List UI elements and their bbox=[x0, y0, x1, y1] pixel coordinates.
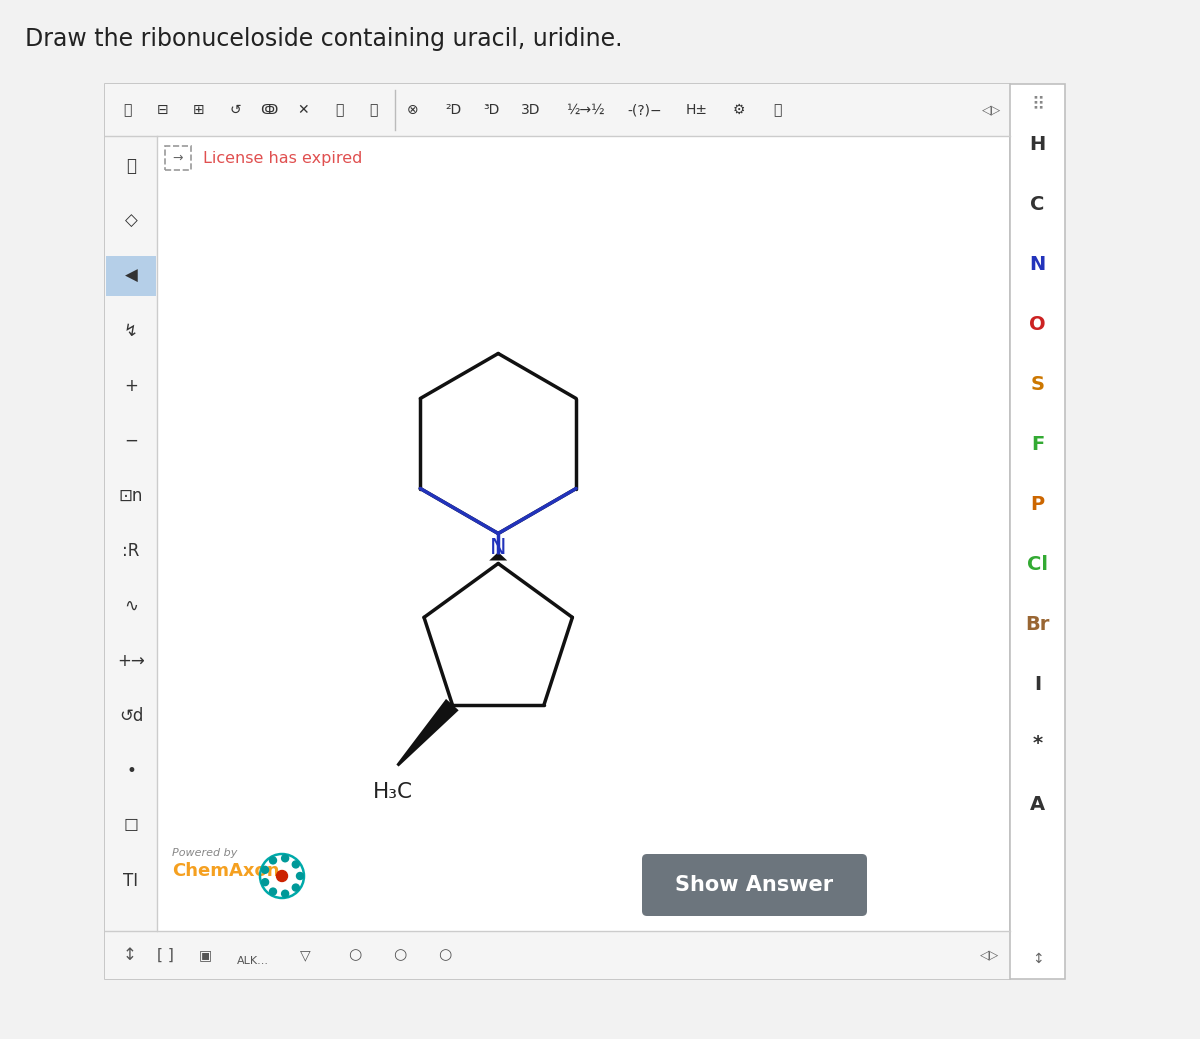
FancyBboxPatch shape bbox=[106, 931, 1010, 979]
Circle shape bbox=[262, 879, 269, 885]
Text: ⊞: ⊞ bbox=[193, 103, 205, 117]
Circle shape bbox=[282, 855, 289, 861]
Text: H: H bbox=[1030, 134, 1045, 154]
FancyBboxPatch shape bbox=[106, 84, 1010, 979]
Text: License has expired: License has expired bbox=[203, 151, 362, 165]
Text: :R: :R bbox=[122, 542, 139, 560]
Text: •: • bbox=[126, 762, 136, 780]
Text: ⓘ: ⓘ bbox=[773, 103, 781, 117]
Text: +→: +→ bbox=[118, 652, 145, 670]
Text: ↺: ↺ bbox=[229, 103, 241, 117]
Text: ○: ○ bbox=[348, 948, 361, 962]
Text: -(?)−: -(?)− bbox=[628, 103, 662, 117]
Text: ⊡n: ⊡n bbox=[119, 487, 143, 505]
Text: 3D: 3D bbox=[521, 103, 541, 117]
Text: Br: Br bbox=[1025, 614, 1050, 634]
Text: ↺d: ↺d bbox=[119, 707, 143, 725]
Text: ↯: ↯ bbox=[124, 322, 138, 340]
Text: ↂ: ↂ bbox=[260, 103, 277, 117]
Text: ○: ○ bbox=[438, 948, 451, 962]
Text: ↕: ↕ bbox=[1032, 952, 1043, 966]
Circle shape bbox=[262, 867, 269, 874]
Text: *: * bbox=[1032, 735, 1043, 753]
Text: [ ]: [ ] bbox=[156, 948, 174, 962]
Text: H₃C: H₃C bbox=[372, 781, 413, 801]
FancyBboxPatch shape bbox=[106, 136, 157, 931]
Text: S: S bbox=[1031, 374, 1044, 394]
FancyBboxPatch shape bbox=[106, 84, 1010, 136]
Text: ⬜: ⬜ bbox=[122, 103, 131, 117]
Text: Powered by: Powered by bbox=[172, 848, 238, 858]
Text: ○: ○ bbox=[394, 948, 407, 962]
Text: Cl: Cl bbox=[1027, 555, 1048, 574]
Text: →: → bbox=[173, 152, 184, 164]
Text: ◁▷: ◁▷ bbox=[980, 949, 1000, 961]
Text: ◁▷: ◁▷ bbox=[983, 104, 1002, 116]
Text: O: O bbox=[1030, 315, 1046, 334]
Text: Draw the ribonuceloside containing uracil, uridine.: Draw the ribonuceloside containing uraci… bbox=[25, 27, 623, 51]
Text: H±: H± bbox=[686, 103, 708, 117]
Text: N: N bbox=[1030, 255, 1045, 273]
Circle shape bbox=[276, 871, 288, 881]
Text: F: F bbox=[1031, 434, 1044, 453]
Text: C: C bbox=[1031, 194, 1045, 213]
Circle shape bbox=[270, 888, 276, 895]
Text: ³D: ³D bbox=[482, 103, 499, 117]
Text: ⤢: ⤢ bbox=[126, 157, 136, 175]
Circle shape bbox=[270, 857, 276, 863]
Text: ½→½: ½→½ bbox=[565, 103, 605, 117]
Text: −: − bbox=[124, 432, 138, 450]
Text: TI: TI bbox=[124, 872, 138, 890]
Circle shape bbox=[282, 890, 289, 898]
Text: +: + bbox=[124, 377, 138, 395]
Text: ∿: ∿ bbox=[124, 597, 138, 615]
Text: P: P bbox=[1031, 495, 1044, 513]
Circle shape bbox=[293, 861, 299, 868]
Text: A: A bbox=[1030, 795, 1045, 814]
Text: ⠿: ⠿ bbox=[1031, 95, 1044, 113]
Text: ↕: ↕ bbox=[124, 945, 137, 964]
Polygon shape bbox=[490, 554, 508, 560]
Text: ◀: ◀ bbox=[125, 267, 137, 285]
Text: ⧉: ⧉ bbox=[368, 103, 377, 117]
Text: ⧉: ⧉ bbox=[335, 103, 343, 117]
Text: ✕: ✕ bbox=[298, 103, 308, 117]
FancyBboxPatch shape bbox=[1010, 84, 1066, 979]
FancyBboxPatch shape bbox=[642, 854, 866, 916]
Text: Show Answer: Show Answer bbox=[676, 875, 834, 895]
Text: ²D: ²D bbox=[445, 103, 461, 117]
Text: ALK...: ALK... bbox=[238, 956, 269, 966]
Text: N: N bbox=[490, 538, 506, 559]
Text: ◇: ◇ bbox=[125, 212, 137, 230]
Text: ⊟: ⊟ bbox=[157, 103, 169, 117]
Polygon shape bbox=[396, 699, 458, 767]
Text: ChemAxon: ChemAxon bbox=[172, 862, 280, 880]
Circle shape bbox=[296, 873, 304, 879]
Circle shape bbox=[293, 884, 299, 891]
Text: ▣: ▣ bbox=[198, 948, 211, 962]
Text: ▽: ▽ bbox=[300, 948, 311, 962]
FancyBboxPatch shape bbox=[106, 256, 156, 296]
Text: ⚙: ⚙ bbox=[733, 103, 745, 117]
Text: ☐: ☐ bbox=[124, 817, 138, 835]
Text: ⊗: ⊗ bbox=[407, 103, 419, 117]
Text: I: I bbox=[1034, 674, 1042, 693]
